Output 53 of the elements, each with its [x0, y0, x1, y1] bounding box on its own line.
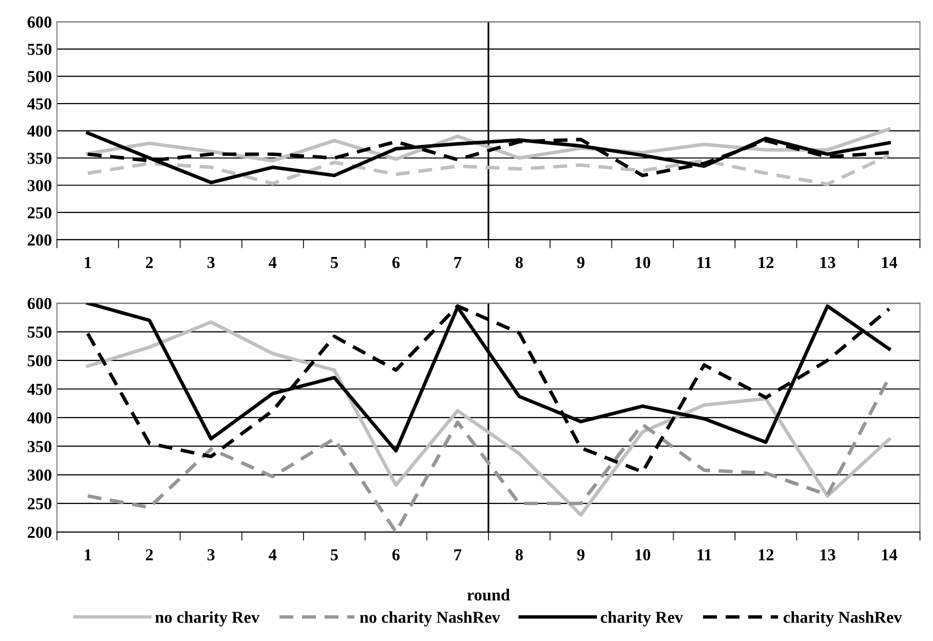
legend-label: charity NashRev — [784, 611, 902, 626]
x-tick-label: 13 — [820, 549, 836, 560]
x-axis-title: round — [467, 588, 510, 601]
y-tick-label: 300 — [28, 180, 52, 192]
y-tick-label: 350 — [28, 152, 52, 164]
x-tick-label: 2 — [146, 256, 153, 268]
y-tick-label: 400 — [27, 412, 52, 424]
x-tick-label: 9 — [577, 549, 584, 560]
x-tick-label: 7 — [454, 549, 462, 560]
y-tick-label: 450 — [27, 384, 52, 395]
y-tick-label: 250 — [28, 498, 52, 510]
y-tick-label: 500 — [28, 70, 52, 82]
x-tick-label: 10 — [636, 549, 650, 560]
x-tick-label: 3 — [207, 549, 215, 560]
x-tick-label: 1 — [84, 256, 92, 268]
y-tick-label: 550 — [28, 44, 52, 55]
x-tick-label: 13 — [820, 256, 836, 268]
line-series — [86, 154, 891, 186]
y-tick-label: 500 — [28, 355, 52, 366]
legend-label: charity Rev — [600, 611, 684, 626]
y-tick-label: 200 — [28, 526, 52, 538]
x-tick-label: 6 — [392, 256, 400, 268]
line-series — [86, 320, 891, 517]
legend-label: no charity Rev — [155, 611, 260, 626]
y-tick-label: 400 — [27, 125, 52, 137]
x-tick-label: 11 — [698, 549, 712, 560]
x-tick-label: 2 — [146, 549, 153, 560]
x-tick-label: 8 — [516, 549, 523, 560]
x-tick-label: 9 — [577, 256, 584, 268]
y-tick-label: 600 — [28, 298, 52, 310]
x-tick-label: 12 — [758, 549, 774, 560]
y-tick-label: 600 — [28, 16, 52, 28]
x-tick-label: 10 — [636, 256, 650, 268]
x-tick-label: 5 — [330, 257, 338, 268]
y-tick-label: 200 — [28, 234, 52, 246]
x-tick-label: 4 — [268, 256, 277, 268]
x-tick-label: 14 — [882, 549, 898, 560]
x-tick-label: 7 — [454, 257, 462, 268]
x-tick-label: 4 — [268, 549, 277, 560]
x-tick-label: 11 — [698, 256, 712, 268]
y-tick-label: 550 — [28, 326, 52, 338]
x-tick-label: 6 — [392, 549, 400, 560]
y-tick-label: 450 — [27, 98, 52, 110]
x-tick-label: 5 — [330, 549, 338, 560]
y-tick-label: 250 — [28, 207, 52, 218]
y-tick-label: 350 — [28, 440, 52, 452]
x-tick-label: 8 — [516, 256, 523, 268]
x-tick-label: 14 — [882, 256, 898, 268]
legend-label: no charity NashRev — [360, 611, 500, 626]
x-tick-label: 12 — [758, 256, 774, 268]
y-tick-label: 300 — [28, 470, 52, 481]
x-tick-label: 1 — [84, 549, 92, 560]
x-tick-label: 3 — [207, 256, 215, 268]
